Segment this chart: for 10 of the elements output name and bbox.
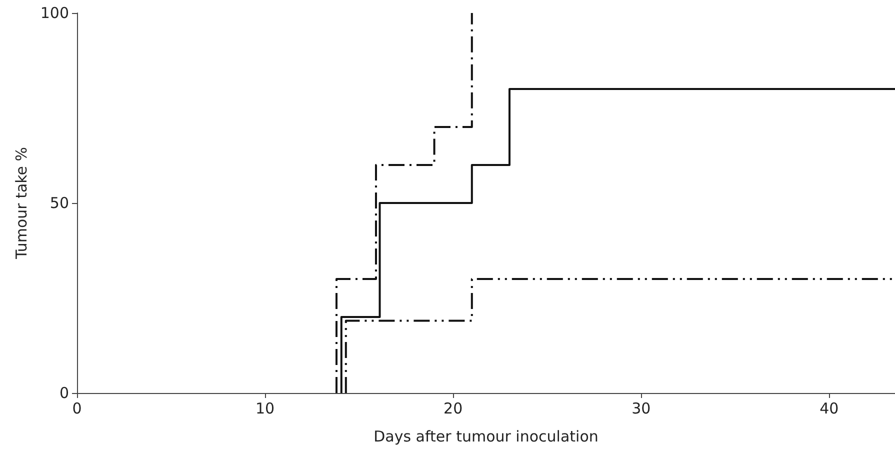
y-tick-label: 0 bbox=[59, 384, 69, 402]
x-tick-label: 20 bbox=[444, 400, 463, 418]
x-tick-label: 0 bbox=[72, 400, 82, 418]
x-tick-label: 30 bbox=[632, 400, 651, 418]
y-tick-label: 50 bbox=[50, 194, 69, 212]
y-axis-title: Tumour take % bbox=[12, 146, 30, 260]
y-tick-label: 100 bbox=[40, 4, 69, 22]
x-tick-label: 40 bbox=[820, 400, 839, 418]
x-axis-title: Days after tumour inoculation bbox=[374, 428, 598, 446]
x-tick-label: 10 bbox=[256, 400, 275, 418]
